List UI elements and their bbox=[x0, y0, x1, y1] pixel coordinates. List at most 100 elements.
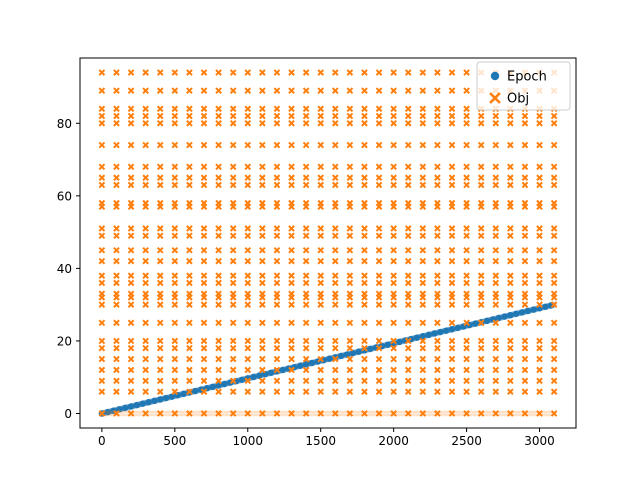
obj-point bbox=[550, 163, 558, 171]
obj-point bbox=[156, 301, 164, 308]
obj-point bbox=[98, 163, 106, 171]
obj-point bbox=[98, 225, 106, 232]
obj-point bbox=[215, 181, 222, 189]
y-tick-label: 0 bbox=[64, 407, 72, 421]
obj-point bbox=[171, 112, 179, 120]
y-tick-label: 20 bbox=[57, 334, 72, 348]
obj-point bbox=[286, 410, 294, 417]
obj-point bbox=[507, 301, 514, 308]
obj-point bbox=[302, 377, 310, 385]
obj-point bbox=[273, 337, 281, 345]
obj-point bbox=[229, 388, 237, 396]
epoch-points bbox=[98, 301, 558, 417]
obj-point bbox=[177, 410, 184, 417]
obj-point bbox=[375, 181, 383, 189]
obj-point bbox=[259, 69, 266, 76]
obj-point bbox=[507, 112, 514, 120]
obj-point bbox=[98, 105, 106, 113]
obj-point bbox=[419, 225, 427, 232]
obj-point bbox=[192, 410, 200, 417]
obj-point bbox=[186, 225, 193, 232]
obj-point bbox=[142, 225, 149, 232]
obj-point bbox=[229, 355, 237, 363]
obj-point bbox=[317, 141, 325, 149]
epoch-point bbox=[530, 306, 537, 313]
obj-point bbox=[424, 410, 432, 417]
obj-point bbox=[529, 410, 537, 417]
obj-point bbox=[361, 174, 368, 182]
epoch-point bbox=[250, 373, 257, 381]
obj-point bbox=[200, 366, 208, 374]
obj-point bbox=[375, 344, 383, 352]
obj-point bbox=[435, 410, 443, 417]
obj-point bbox=[339, 410, 346, 417]
obj-point bbox=[521, 319, 529, 327]
obj-point bbox=[544, 410, 552, 417]
obj-point bbox=[186, 69, 193, 76]
obj-point bbox=[354, 410, 362, 417]
obj-point bbox=[385, 410, 392, 417]
obj-point bbox=[536, 163, 543, 171]
x-tick-label: 1500 bbox=[305, 434, 336, 448]
obj-point bbox=[404, 232, 412, 240]
obj-point bbox=[374, 410, 381, 417]
obj-point bbox=[463, 232, 470, 240]
obj-point bbox=[419, 388, 427, 396]
epoch-point bbox=[279, 366, 286, 374]
obj-point bbox=[98, 272, 106, 279]
epoch-point bbox=[139, 400, 146, 407]
obj-point bbox=[288, 344, 295, 352]
obj-point bbox=[113, 377, 120, 385]
obj-point bbox=[259, 112, 266, 120]
obj-point bbox=[523, 410, 530, 417]
obj-point bbox=[171, 119, 179, 127]
obj-point bbox=[398, 410, 405, 417]
obj-point bbox=[259, 105, 266, 113]
obj-point bbox=[434, 337, 441, 345]
obj-point bbox=[127, 87, 135, 94]
obj-point bbox=[492, 366, 500, 374]
epoch-point bbox=[413, 334, 421, 341]
obj-point bbox=[492, 388, 500, 396]
obj-point bbox=[375, 225, 383, 232]
obj-point bbox=[111, 410, 119, 417]
obj-point bbox=[302, 112, 310, 120]
epoch-point bbox=[425, 331, 432, 339]
obj-point bbox=[127, 181, 135, 189]
obj-point bbox=[477, 301, 485, 308]
obj-point bbox=[361, 377, 368, 385]
plot-frame bbox=[79, 57, 577, 429]
obj-point bbox=[156, 294, 164, 301]
obj-point bbox=[229, 105, 237, 113]
obj-point bbox=[463, 344, 470, 352]
obj-point bbox=[229, 203, 237, 211]
obj-point bbox=[404, 246, 412, 254]
obj-point bbox=[390, 279, 397, 287]
obj-point bbox=[142, 279, 149, 287]
obj-point bbox=[244, 257, 252, 265]
obj-point bbox=[156, 105, 164, 113]
obj-point bbox=[302, 272, 310, 279]
legend-epoch-label: Epoch bbox=[507, 70, 547, 85]
obj-point bbox=[186, 301, 193, 308]
obj-point bbox=[346, 69, 354, 76]
obj-point bbox=[413, 410, 421, 417]
obj-point bbox=[142, 377, 149, 385]
obj-point bbox=[200, 377, 208, 385]
obj-point bbox=[215, 112, 222, 120]
obj-point bbox=[477, 355, 485, 363]
obj-point bbox=[463, 410, 470, 417]
obj-point bbox=[229, 246, 237, 254]
epoch-point bbox=[512, 310, 520, 317]
obj-point bbox=[390, 181, 397, 189]
obj-point bbox=[346, 410, 354, 417]
obj-point bbox=[120, 410, 128, 417]
obj-point bbox=[310, 410, 318, 417]
epoch-point bbox=[297, 362, 304, 369]
obj-point bbox=[259, 355, 266, 363]
obj-point bbox=[521, 246, 529, 254]
obj-point bbox=[463, 105, 470, 113]
obj-point bbox=[507, 377, 514, 385]
obj-point bbox=[156, 163, 164, 171]
obj-point bbox=[404, 105, 412, 113]
